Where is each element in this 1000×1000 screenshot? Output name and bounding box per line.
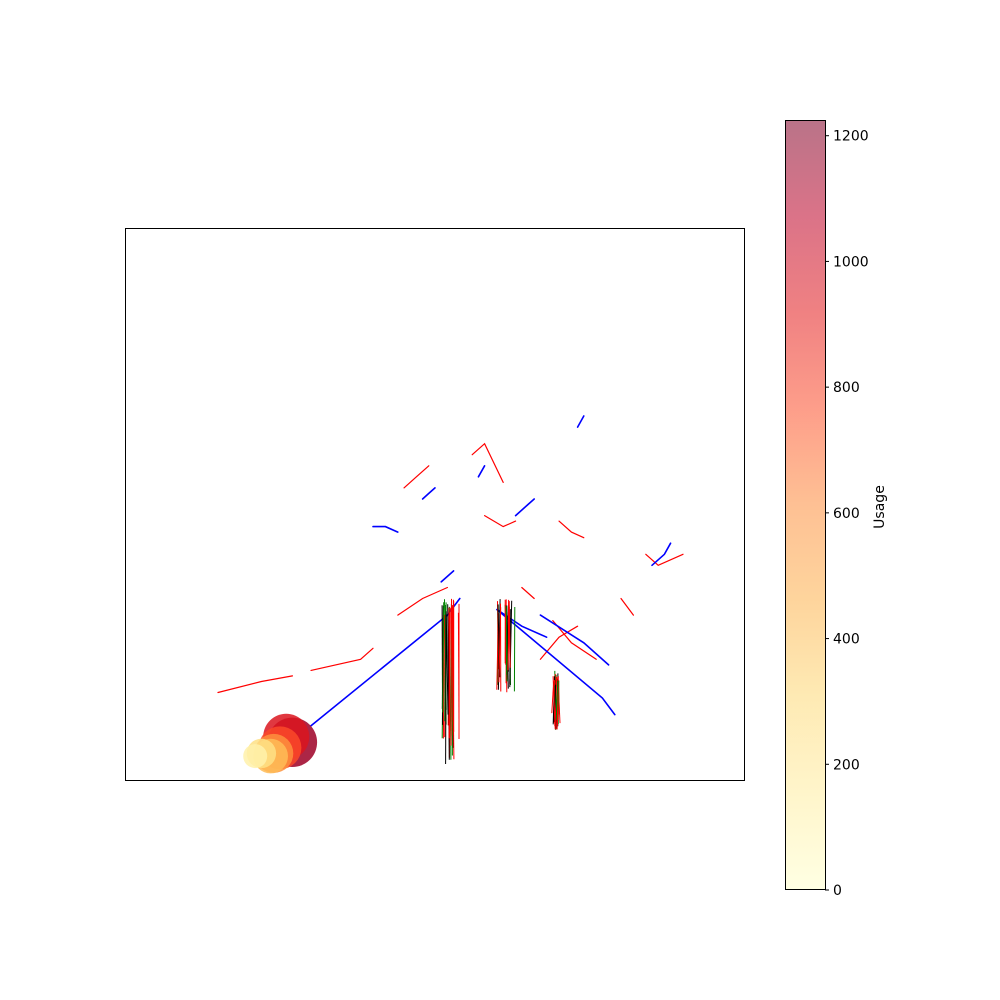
colorbar-gradient	[785, 120, 825, 890]
network-lines	[217, 415, 684, 765]
usage-markers	[243, 713, 318, 774]
cluster-segment	[442, 614, 445, 739]
usage-marker	[243, 744, 268, 769]
secondary-route	[552, 620, 597, 660]
plot-area	[125, 228, 745, 781]
primary-route	[421, 487, 436, 500]
primary-route	[477, 465, 486, 478]
colorbar-tick-label: 400	[833, 632, 860, 648]
plot-frame	[125, 228, 745, 781]
colorbar-tick-label: 800	[833, 380, 860, 396]
primary-route	[651, 542, 672, 567]
primary-route	[514, 498, 535, 517]
cluster-segment	[552, 676, 556, 724]
cluster-segment	[498, 607, 502, 683]
primary-route	[440, 570, 455, 583]
primary-route	[539, 614, 610, 666]
secondary-route	[397, 586, 448, 616]
colorbar-tick-label: 0	[833, 883, 842, 899]
cluster-segment	[445, 614, 447, 765]
colorbar: 0 200 400 600 800 1000 1200 Usage	[785, 120, 888, 899]
cluster-segment	[450, 598, 452, 746]
colorbar-label: Usage	[872, 485, 888, 529]
colorbar-frame	[785, 120, 826, 890]
colorbar-tick-label: 1000	[833, 254, 869, 270]
cluster-segment	[507, 601, 510, 671]
secondary-route	[484, 515, 517, 528]
cluster-segment	[457, 612, 460, 722]
secondary-route	[521, 586, 535, 600]
colorbar-tick-label: 1200	[833, 129, 869, 145]
cluster-segment	[451, 605, 455, 760]
secondary-route	[645, 553, 684, 567]
secondary-route	[558, 520, 585, 539]
primary-route	[496, 608, 616, 716]
cluster-segment	[442, 611, 444, 713]
secondary-route	[310, 647, 374, 671]
colorbar-tick-label: 200	[833, 757, 860, 773]
cluster-segment	[556, 676, 559, 727]
colorbar-ticks: 0 200 400 600 800 1000 1200	[825, 129, 869, 899]
secondary-route	[620, 597, 634, 616]
colorbar-tick-label: 600	[833, 506, 860, 522]
cluster-segment	[555, 680, 559, 720]
secondary-route	[403, 465, 430, 489]
cluster-segment	[505, 605, 508, 664]
secondary-route	[471, 442, 504, 483]
primary-route	[576, 415, 585, 428]
primary-route	[372, 525, 399, 533]
secondary-route	[217, 675, 293, 694]
